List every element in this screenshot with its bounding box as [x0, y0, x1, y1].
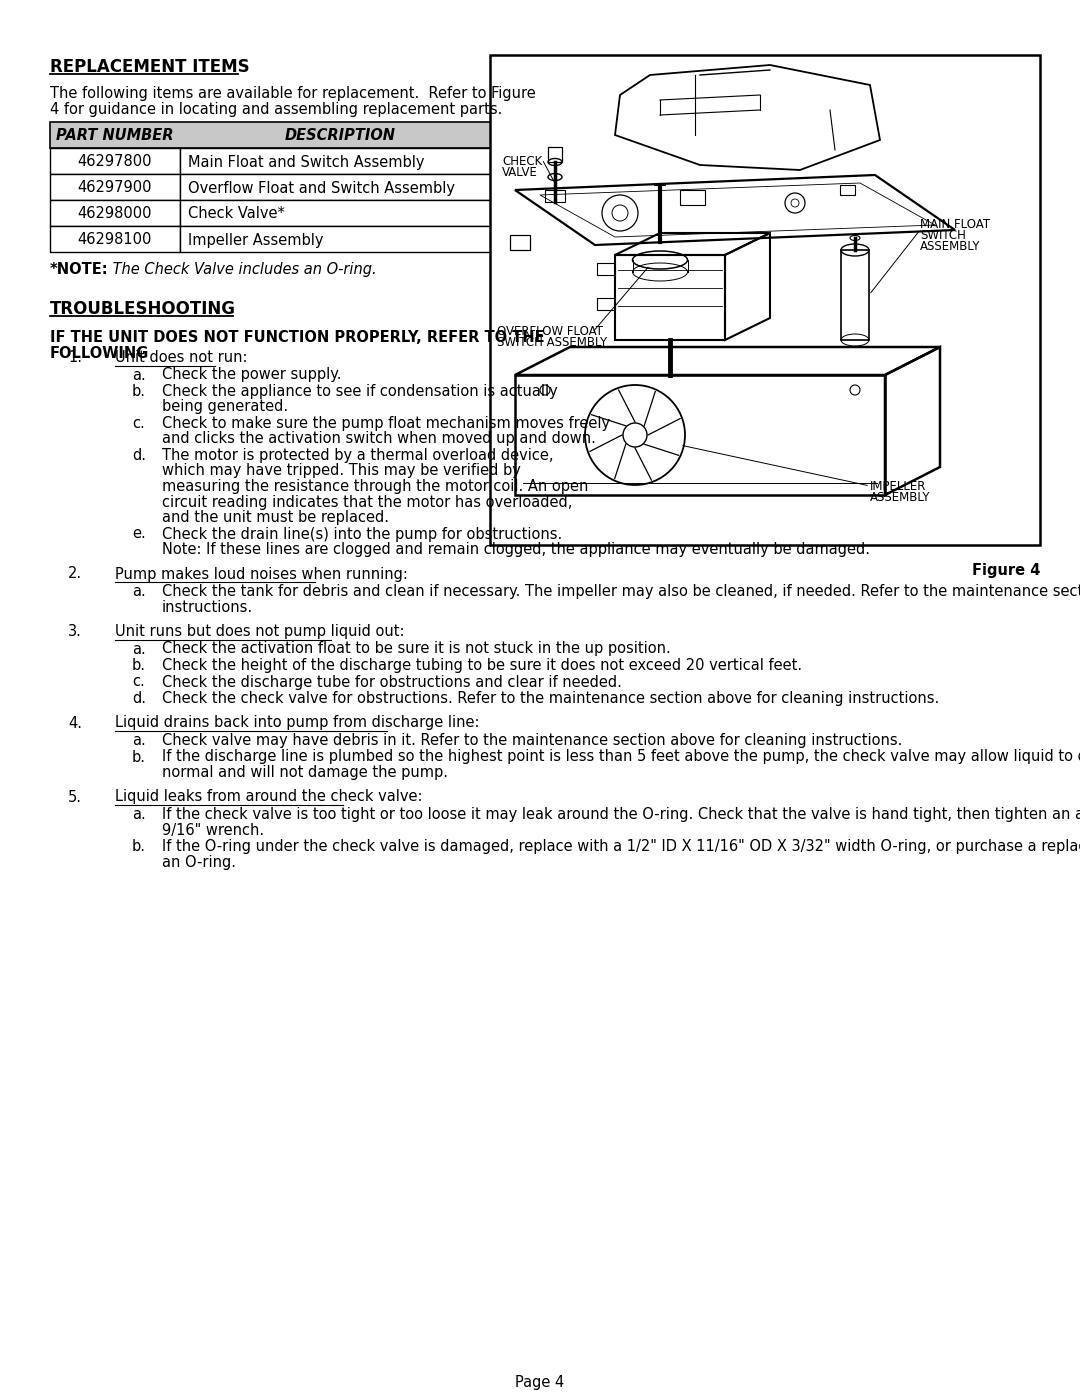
Text: Main Float and Switch Assembly: Main Float and Switch Assembly [188, 155, 424, 169]
Text: Check the discharge tube for obstructions and clear if needed.: Check the discharge tube for obstruction… [162, 675, 622, 690]
Text: c.: c. [132, 416, 145, 432]
Text: a.: a. [132, 641, 146, 657]
Text: Pump makes loud noises when running:: Pump makes loud noises when running: [114, 567, 408, 581]
Text: an O-ring.: an O-ring. [162, 855, 237, 869]
Text: 46297900: 46297900 [78, 180, 152, 196]
Bar [841, 250, 869, 339]
Text: 4 for guidance in locating and assembling replacement parts.: 4 for guidance in locating and assemblin… [50, 102, 502, 117]
Text: c.: c. [132, 675, 145, 690]
Text: a.: a. [132, 733, 146, 747]
Text: 1.: 1. [68, 351, 82, 365]
Text: a.: a. [132, 367, 146, 383]
Text: TROUBLESHOOTING: TROUBLESHOOTING [50, 300, 237, 319]
Text: d.: d. [132, 448, 146, 462]
Text: If the check valve is too tight or too loose it may leak around the O-ring. Chec: If the check valve is too tight or too l… [162, 807, 1080, 821]
Bar [50, 200, 180, 226]
Text: measuring the resistance through the motor coil. An open: measuring the resistance through the mot… [162, 479, 589, 495]
Text: If the O-ring under the check valve is damaged, replace with a 1/2" ID X 11/16" : If the O-ring under the check valve is d… [162, 840, 1080, 854]
Text: 3.: 3. [68, 624, 82, 638]
Text: 5.: 5. [68, 789, 82, 805]
Text: *NOTE:: *NOTE: [50, 263, 109, 277]
Bar [680, 190, 705, 205]
Bar [50, 148, 180, 175]
Bar [50, 226, 180, 251]
Text: The motor is protected by a thermal overload device,: The motor is protected by a thermal over… [162, 448, 554, 462]
Bar [548, 147, 562, 162]
Bar [545, 190, 565, 203]
Text: and clicks the activation switch when moved up and down.: and clicks the activation switch when mo… [162, 432, 596, 447]
Text: SWITCH ASSEMBLY: SWITCH ASSEMBLY [497, 337, 607, 349]
Text: CHECK: CHECK [502, 155, 542, 168]
Bar [615, 256, 725, 339]
Bar [50, 122, 500, 148]
Text: 46298000: 46298000 [78, 207, 152, 222]
Text: Liquid leaks from around the check valve:: Liquid leaks from around the check valve… [114, 789, 422, 805]
Text: 9/16" wrench.: 9/16" wrench. [162, 823, 265, 837]
Text: Figure 4: Figure 4 [972, 563, 1040, 578]
Text: Check the check valve for obstructions. Refer to the maintenance section above f: Check the check valve for obstructions. … [162, 692, 940, 705]
Text: REPLACEMENT ITEMS: REPLACEMENT ITEMS [50, 59, 249, 75]
Text: Check Valve*: Check Valve* [188, 207, 285, 222]
Text: normal and will not damage the pump.: normal and will not damage the pump. [162, 766, 448, 780]
Text: 4.: 4. [68, 715, 82, 731]
Text: d.: d. [132, 692, 146, 705]
Text: Check to make sure the pump float mechanism moves freely: Check to make sure the pump float mechan… [162, 416, 610, 432]
Bar [180, 148, 500, 175]
Bar [597, 298, 615, 310]
Text: which may have tripped. This may be verified by: which may have tripped. This may be veri… [162, 464, 521, 479]
Bar [180, 226, 500, 251]
Bar [597, 263, 615, 275]
Text: a.: a. [132, 584, 146, 599]
Text: VALVE: VALVE [502, 166, 538, 179]
Text: a.: a. [132, 807, 146, 821]
Text: b.: b. [132, 384, 146, 400]
Bar [510, 235, 530, 250]
Text: The following items are available for replacement.  Refer to Figure: The following items are available for re… [50, 87, 536, 101]
Text: circuit reading indicates that the motor has overloaded,: circuit reading indicates that the motor… [162, 495, 572, 510]
Text: b.: b. [132, 750, 146, 764]
Text: 46298100: 46298100 [78, 232, 152, 247]
Text: OVERFLOW FLOAT: OVERFLOW FLOAT [497, 326, 603, 338]
Text: e.: e. [132, 527, 146, 542]
Bar [490, 54, 1040, 545]
Text: PART NUMBER: PART NUMBER [56, 129, 174, 144]
Bar [50, 175, 180, 200]
Text: DESCRIPTION: DESCRIPTION [284, 129, 395, 144]
Text: Liquid drains back into pump from discharge line:: Liquid drains back into pump from discha… [114, 715, 480, 731]
Text: Note: If these lines are clogged and remain clogged, the appliance may eventuall: Note: If these lines are clogged and rem… [162, 542, 870, 557]
Text: Check the tank for debris and clean if necessary. The impeller may also be clean: Check the tank for debris and clean if n… [162, 584, 1080, 599]
Bar [180, 200, 500, 226]
Bar [515, 374, 885, 495]
Text: and the unit must be replaced.: and the unit must be replaced. [162, 510, 389, 525]
Text: Check the drain line(s) into the pump for obstructions.: Check the drain line(s) into the pump fo… [162, 527, 563, 542]
Text: b.: b. [132, 840, 146, 854]
Text: FOLLOWING: FOLLOWING [50, 346, 149, 360]
Text: SWITCH: SWITCH [920, 229, 966, 242]
Text: MAIN FLOAT: MAIN FLOAT [920, 218, 990, 231]
Text: instructions.: instructions. [162, 599, 253, 615]
Text: Unit runs but does not pump liquid out:: Unit runs but does not pump liquid out: [114, 624, 405, 638]
Text: The Check Valve includes an O-ring.: The Check Valve includes an O-ring. [108, 263, 377, 277]
Text: If the discharge line is plumbed so the highest point is less than 5 feet above : If the discharge line is plumbed so the … [162, 750, 1080, 764]
Text: IMPELLER: IMPELLER [870, 481, 927, 493]
Bar [840, 184, 855, 196]
Text: Check valve may have debris in it. Refer to the maintenance section above for cl: Check valve may have debris in it. Refer… [162, 733, 903, 747]
Text: ASSEMBLY: ASSEMBLY [870, 490, 931, 504]
Text: 46297800: 46297800 [78, 155, 152, 169]
Text: Check the power supply.: Check the power supply. [162, 367, 341, 383]
Text: Check the activation float to be sure it is not stuck in the up position.: Check the activation float to be sure it… [162, 641, 671, 657]
Bar [180, 175, 500, 200]
Text: Page 4: Page 4 [515, 1375, 565, 1390]
Text: b.: b. [132, 658, 146, 673]
Text: 2.: 2. [68, 567, 82, 581]
Text: Impeller Assembly: Impeller Assembly [188, 232, 324, 247]
Text: Overflow Float and Switch Assembly: Overflow Float and Switch Assembly [188, 180, 455, 196]
Text: Unit does not run:: Unit does not run: [114, 351, 247, 365]
Text: Check the appliance to see if condensation is actually: Check the appliance to see if condensati… [162, 384, 557, 400]
Text: ASSEMBLY: ASSEMBLY [920, 240, 981, 253]
Text: Check the height of the discharge tubing to be sure it does not exceed 20 vertic: Check the height of the discharge tubing… [162, 658, 802, 673]
Text: being generated.: being generated. [162, 400, 288, 415]
Text: IF THE UNIT DOES NOT FUNCTION PROPERLY, REFER TO THE: IF THE UNIT DOES NOT FUNCTION PROPERLY, … [50, 330, 544, 345]
